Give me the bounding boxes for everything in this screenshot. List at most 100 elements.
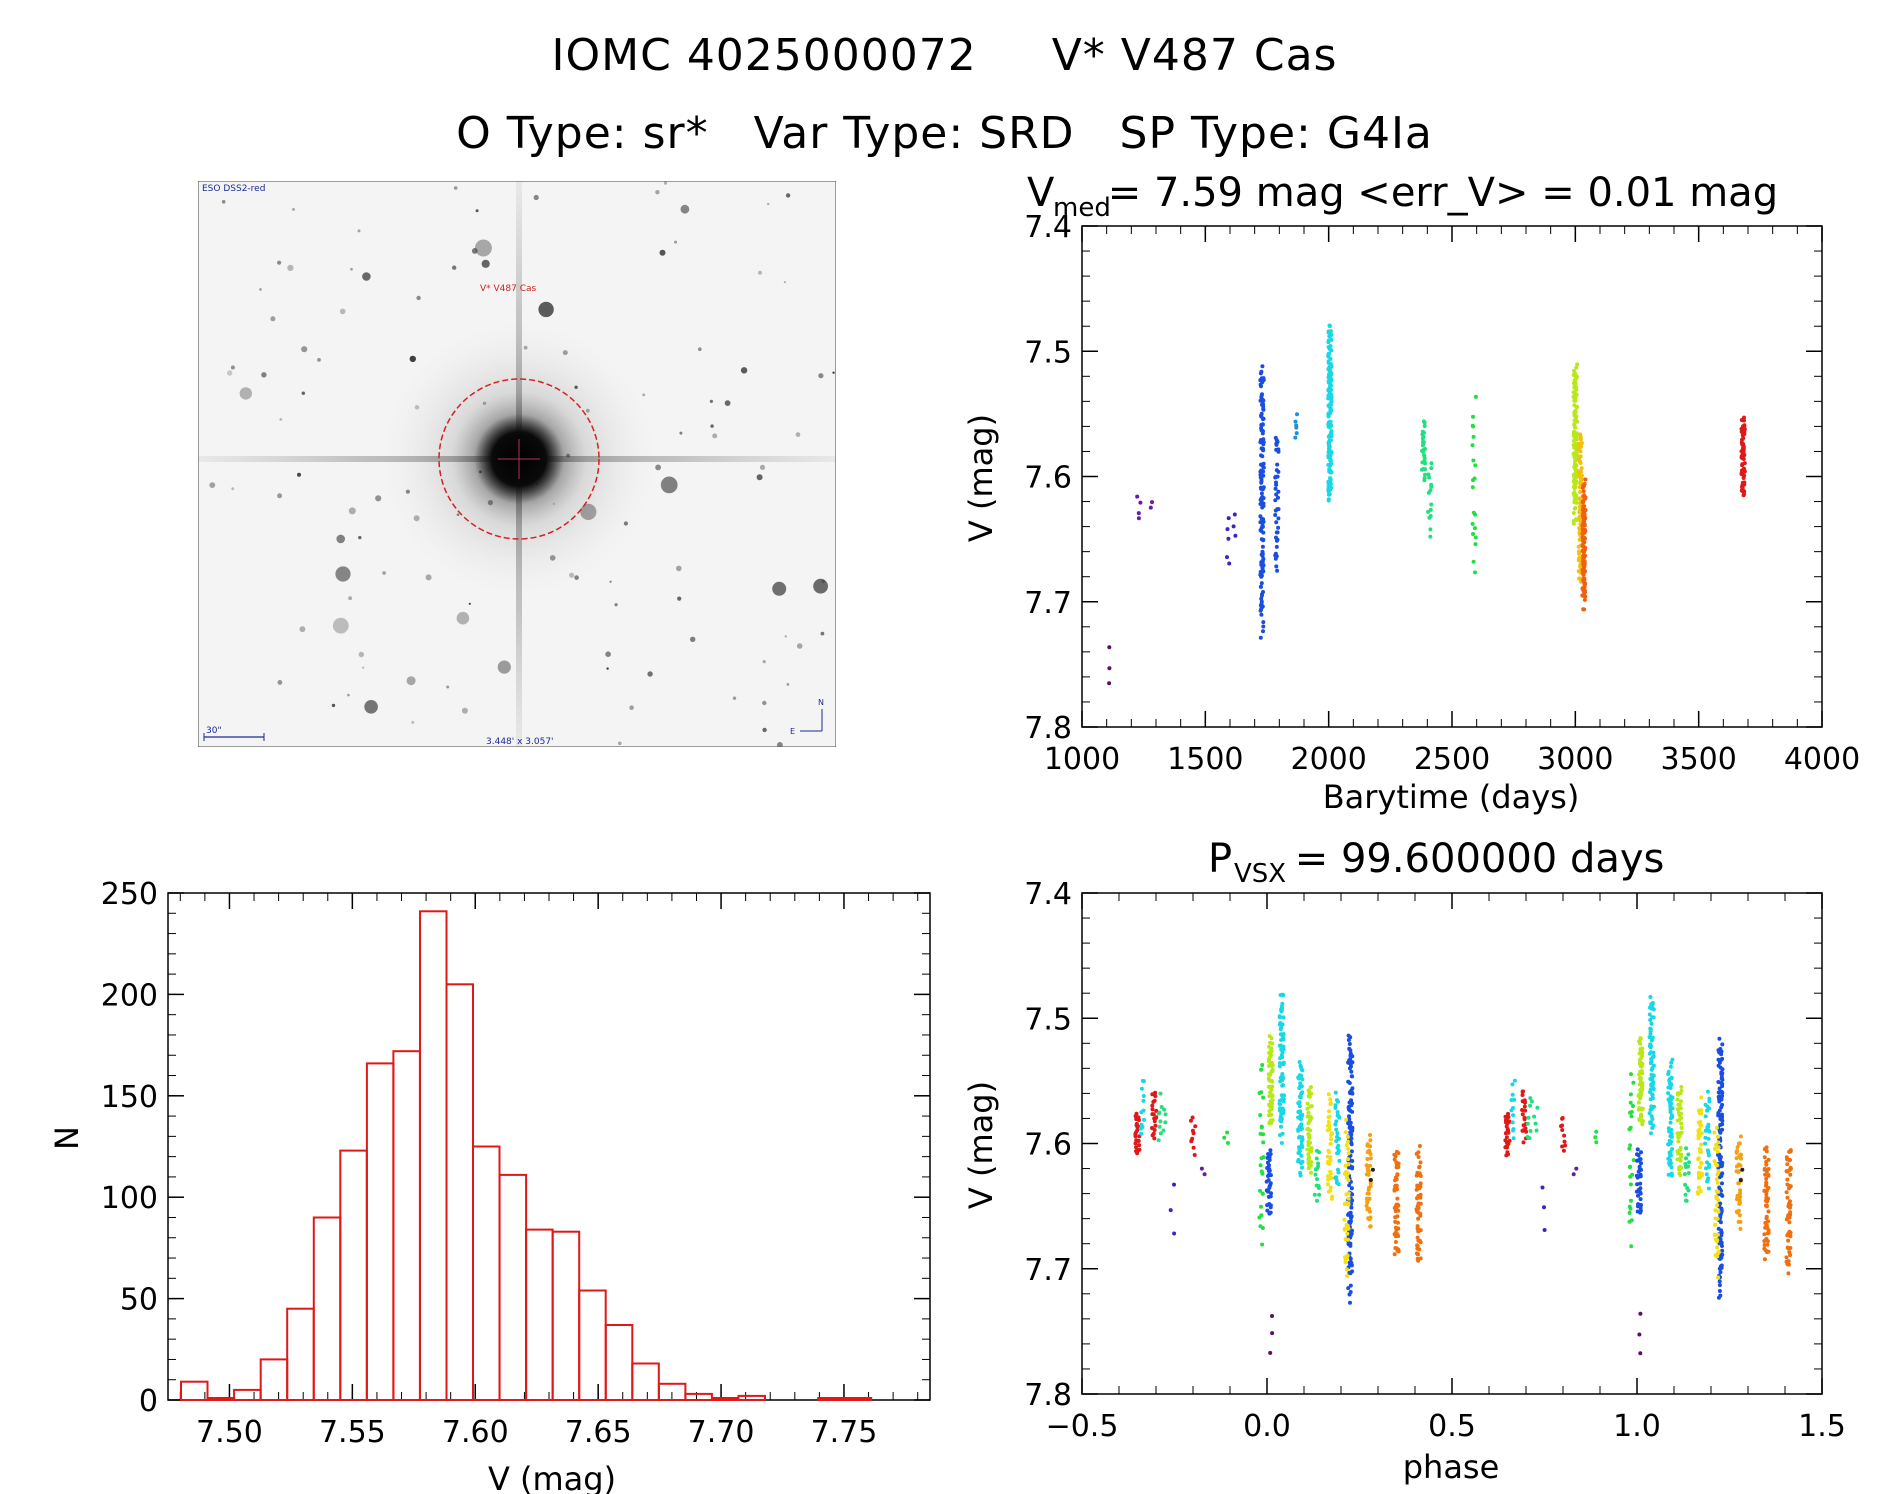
data-point [1416, 1258, 1421, 1263]
data-point [1719, 1052, 1724, 1057]
data-point [1762, 1167, 1767, 1172]
data-point [1580, 586, 1585, 591]
data-point [1699, 1160, 1703, 1165]
data-point [1763, 1220, 1768, 1225]
data-point [1327, 439, 1332, 444]
data-point [1788, 1212, 1793, 1217]
data-point [1305, 1127, 1310, 1132]
data-point [1365, 1191, 1370, 1196]
data-point [1261, 398, 1266, 403]
data-point [1582, 559, 1587, 564]
data-point [1699, 1171, 1704, 1176]
data-point [1764, 1183, 1768, 1188]
data-point [1135, 1151, 1140, 1156]
data-point [1650, 1035, 1655, 1040]
data-point [1392, 1232, 1397, 1237]
data-point [1348, 1232, 1353, 1237]
data-point [1261, 376, 1266, 381]
data-point [1583, 477, 1588, 482]
data-point [1298, 1109, 1303, 1114]
data-point [1581, 494, 1586, 499]
data-point [1423, 461, 1427, 466]
target-label: V* V487 Cas [480, 284, 537, 294]
data-point [1686, 1171, 1691, 1175]
data-point [1679, 1130, 1684, 1135]
data-point [1429, 484, 1434, 489]
data-point [1268, 1173, 1273, 1178]
data-point [1578, 564, 1582, 569]
data-point [1741, 468, 1746, 473]
background-star [452, 265, 457, 270]
data-point [1261, 465, 1266, 470]
data-point [1281, 1037, 1286, 1042]
data-point [1582, 588, 1587, 593]
data-point [1575, 362, 1580, 367]
data-point [1273, 508, 1278, 513]
data-point [1705, 1127, 1710, 1132]
data-point [1520, 1099, 1525, 1104]
data-point [1647, 1035, 1652, 1040]
data-point [1417, 1194, 1422, 1199]
data-point [1342, 1171, 1347, 1176]
background-star [784, 635, 787, 638]
data-point [1261, 519, 1266, 524]
data-point [1637, 1092, 1642, 1097]
data-point [1764, 1223, 1769, 1228]
data-point [1648, 1090, 1652, 1095]
data-point [1227, 561, 1232, 566]
data-point [1266, 1168, 1271, 1173]
data-point [1326, 422, 1331, 427]
data-point [1172, 1231, 1177, 1236]
data-point [1581, 500, 1586, 504]
data-point [1696, 1133, 1701, 1138]
data-point [1326, 1115, 1331, 1120]
data-point [1368, 1181, 1373, 1186]
data-point [1667, 1081, 1672, 1085]
data-point [1429, 502, 1434, 507]
data-point [1562, 1133, 1567, 1138]
data-point [1259, 581, 1264, 586]
data-point [1573, 425, 1578, 430]
data-point [1270, 1064, 1275, 1068]
data-point [1636, 1093, 1641, 1098]
data-point [1260, 604, 1265, 609]
data-point [1651, 1054, 1656, 1059]
data-point [1266, 1059, 1271, 1064]
data-point [1326, 1120, 1331, 1124]
data-point [1268, 1040, 1273, 1045]
data-point [1716, 1140, 1721, 1145]
data-point [1522, 1117, 1527, 1122]
data-point [1345, 1139, 1350, 1144]
data-point [1258, 485, 1263, 490]
data-point [1261, 446, 1265, 451]
data-point [1258, 635, 1263, 640]
data-point [1785, 1195, 1790, 1200]
data-point [1189, 1118, 1193, 1123]
data-point [1346, 1234, 1351, 1239]
data-point [1719, 1162, 1724, 1167]
data-point [1326, 442, 1331, 447]
data-point [1634, 1189, 1639, 1194]
data-point [1647, 1044, 1652, 1049]
data-point [1326, 424, 1331, 429]
data-point [1347, 1114, 1351, 1119]
data-point [1346, 1134, 1351, 1139]
data-point [1308, 1118, 1312, 1123]
data-point [1719, 1206, 1724, 1211]
data-point [1582, 597, 1587, 602]
data-point [1260, 559, 1265, 564]
data-point [1520, 1128, 1525, 1133]
data-point [1281, 1099, 1286, 1104]
data-point [1418, 1181, 1423, 1186]
data-point [1571, 472, 1576, 477]
data-point [1348, 1196, 1353, 1201]
data-point [1579, 477, 1584, 481]
data-point [1639, 1167, 1643, 1172]
data-point [1280, 1131, 1285, 1136]
data-point [1648, 1031, 1653, 1036]
data-point [1162, 1107, 1167, 1112]
data-point [1328, 456, 1333, 461]
data-point [1258, 1188, 1262, 1193]
data-point [1396, 1234, 1401, 1238]
data-point [1739, 488, 1744, 493]
